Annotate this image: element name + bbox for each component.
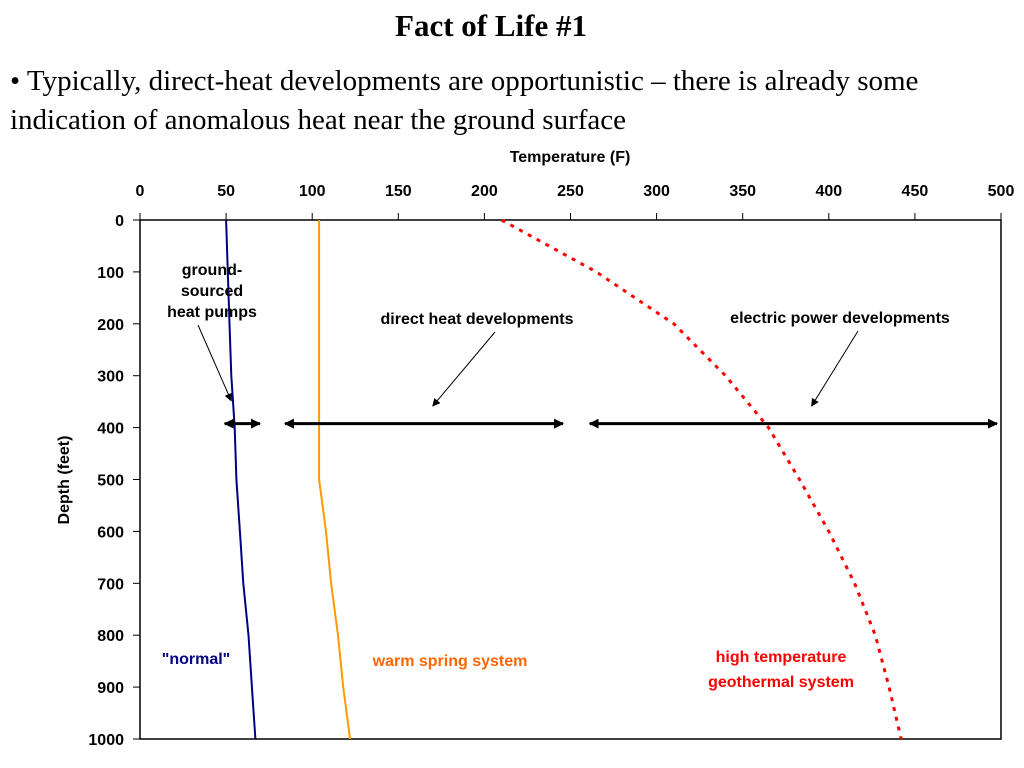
x-tick-label: 350	[729, 183, 756, 200]
bullet-text: • Typically, direct-heat developments ar…	[10, 65, 919, 136]
range-arrows: ground-sourced heat pumps direct heat deve…	[167, 262, 998, 429]
range-label-2: electric power developments	[730, 310, 950, 327]
curve-annotations: "normal" warm spring system high temperatu…	[162, 649, 854, 691]
x-tick-label: 150	[385, 183, 412, 200]
y-tick-label: 1000	[88, 732, 124, 749]
x-tick-label: 400	[815, 183, 842, 200]
pointer-arrow-0	[197, 324, 233, 402]
y-tick-label: 0	[115, 213, 124, 230]
y-tick-label: 600	[97, 524, 124, 541]
curve-label-2: geothermal system	[708, 674, 854, 691]
x-tick-label: 500	[988, 183, 1015, 200]
range-label-0: heat pumps	[167, 304, 257, 321]
x-tick-label: 0	[136, 183, 145, 200]
y-tick-label: 900	[97, 680, 124, 697]
y-tick-label: 100	[97, 265, 124, 282]
y-axis-title: Depth (feet)	[56, 436, 73, 525]
x-tick-label: 100	[299, 183, 326, 200]
y-tick-label: 400	[97, 421, 124, 438]
slide-title: Fact of Life #1	[395, 8, 587, 43]
x-tick-label: 300	[643, 183, 670, 200]
curve-label-2: high temperature	[716, 649, 847, 666]
range-label-0: sourced	[181, 283, 243, 300]
x-axis: 0 50 100 150 200 250 300 350 400 450 500	[136, 183, 1015, 220]
series-line-0	[225, 219, 257, 740]
y-tick-label: 500	[97, 473, 124, 490]
y-tick-label: 200	[97, 317, 124, 334]
x-axis-title: Temperature (F)	[510, 149, 631, 166]
curve-label-1: warm spring system	[372, 653, 528, 670]
pointer-arrow-2	[811, 330, 859, 407]
x-tick-label: 250	[557, 183, 584, 200]
y-tick-label: 700	[97, 576, 124, 593]
range-label-0: ground-	[182, 262, 242, 279]
y-tick-label: 300	[97, 369, 124, 386]
series-layer	[225, 218, 903, 740]
curve-label-0: "normal"	[162, 651, 231, 668]
plot-area	[139, 219, 1002, 740]
series-line-1	[318, 220, 352, 740]
y-axis: 0 100 200 300 400 500 600 700 800 900 1000	[88, 213, 140, 749]
x-tick-label: 450	[902, 183, 929, 200]
x-tick-label: 200	[471, 183, 498, 200]
range-label-1: direct heat developments	[381, 311, 574, 328]
pointer-arrow-1	[432, 331, 496, 407]
y-tick-label: 800	[97, 628, 124, 645]
x-tick-label: 50	[217, 183, 235, 200]
series-line-2	[500, 218, 903, 740]
